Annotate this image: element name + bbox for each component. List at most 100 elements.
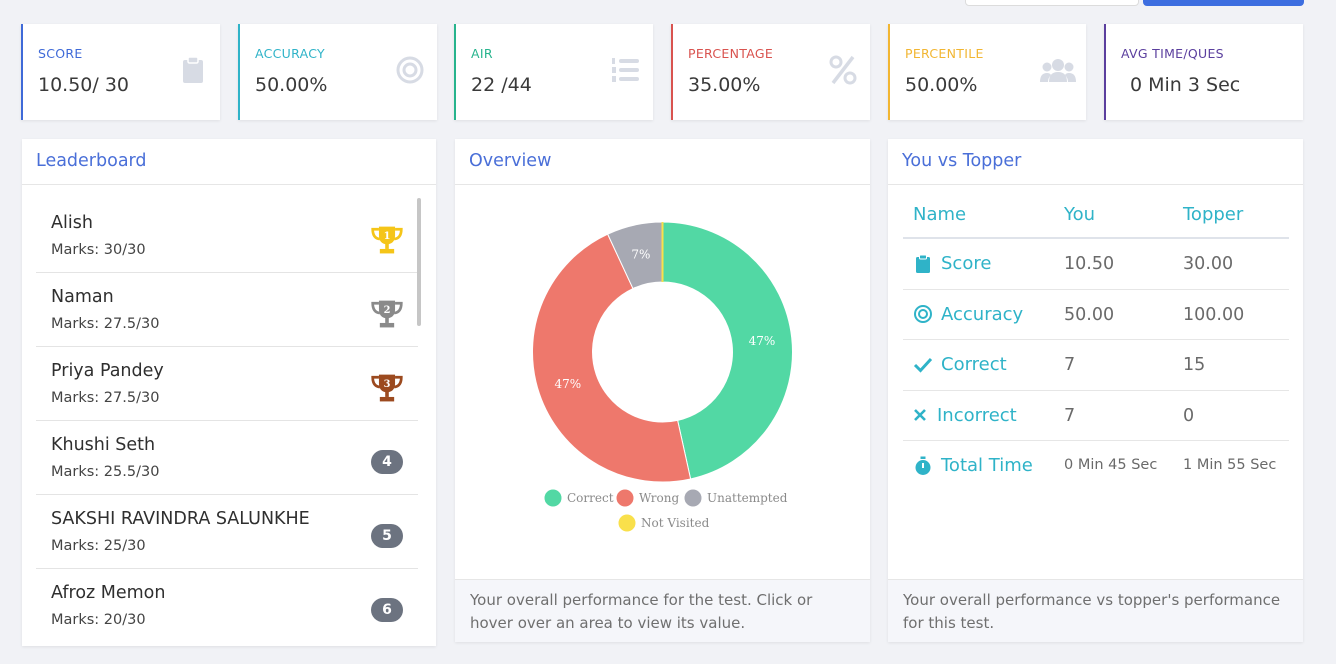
legend-label: Wrong: [639, 491, 679, 505]
row-you: 7: [1064, 355, 1076, 375]
ordered-list-icon: [611, 54, 641, 86]
list-item[interactable]: Naman Marks: 27.5/30 2: [36, 273, 418, 347]
scrollbar-thumb[interactable]: [417, 198, 421, 326]
player-marks: Marks: 30/30: [51, 242, 146, 258]
row-name: Correct: [913, 354, 1007, 375]
trophy-icon: 3: [370, 371, 404, 405]
row-topper: 1 Min 55 Sec: [1183, 457, 1277, 473]
card-title: Leaderboard: [22, 139, 436, 185]
list-item[interactable]: SAKSHI RAVINDRA SALUNKHE Marks: 25/30 5: [36, 495, 418, 569]
row-label: Score: [941, 253, 992, 274]
stat-accuracy: ACCURACY 50.00%: [238, 24, 437, 120]
legend-marker: [543, 488, 563, 508]
rank-number: 5: [371, 524, 403, 548]
header-topper: Topper: [1183, 204, 1244, 225]
player-name: Naman: [51, 287, 114, 307]
legend-label: Not Visited: [641, 516, 710, 530]
rank-badge: 6: [370, 593, 404, 627]
list-item[interactable]: Priya Pandey Marks: 27.5/30 3: [36, 347, 418, 421]
card-title: Overview: [455, 139, 870, 185]
stopwatch-icon: [913, 456, 933, 476]
slice-value-label: 47%: [749, 334, 776, 348]
stat-label: PERCENTILE: [905, 46, 984, 61]
legend-item-correct[interactable]: Correct: [543, 488, 614, 508]
donut-slice-correct[interactable]: [662, 221, 794, 480]
legend-item-not-visited[interactable]: Not Visited: [617, 513, 710, 533]
stat-label: ACCURACY: [255, 46, 325, 61]
stat-value: 0 Min 3 Sec: [1130, 74, 1241, 96]
slice-value-label: 47%: [554, 377, 581, 391]
player-name: Khushi Seth: [51, 435, 156, 455]
player-name: Afroz Memon: [51, 583, 166, 603]
leaderboard-list[interactable]: Alish Marks: 30/30 1 Naman Marks: 27.5/3…: [36, 199, 418, 644]
legend-marker: [615, 488, 635, 508]
cross-icon: [913, 405, 927, 425]
legend-marker: [617, 513, 637, 533]
stat-label: AVG TIME/QUES: [1121, 46, 1224, 61]
legend-label: Unattempted: [707, 491, 788, 505]
legend-item-unattempted[interactable]: Unattempted: [683, 488, 788, 508]
player-marks: Marks: 27.5/30: [51, 390, 160, 406]
list-item[interactable]: Alish Marks: 30/30 1: [36, 199, 418, 273]
player-name: SAKSHI RAVINDRA SALUNKHE: [51, 509, 310, 529]
table-row: Incorrect 7 0: [903, 391, 1289, 441]
rank-number: 1: [384, 231, 391, 242]
target-icon: [913, 304, 933, 324]
player-marks: Marks: 27.5/30: [51, 316, 160, 332]
top-primary-button[interactable]: [1143, 0, 1304, 6]
player-marks: Marks: 25/30: [51, 538, 146, 554]
stat-percentage: PERCENTAGE 35.00%: [671, 24, 870, 120]
player-name: Priya Pandey: [51, 361, 164, 381]
stat-value: 50.00%: [905, 74, 978, 96]
row-topper: 100.00: [1183, 304, 1245, 325]
slice-value-label: 7%: [631, 247, 650, 261]
row-label: Total Time: [941, 455, 1033, 476]
header-name: Name: [913, 204, 967, 225]
stat-score: SCORE 10.50/ 30: [21, 24, 220, 120]
row-you: 50.00: [1064, 304, 1115, 325]
row-you: 0 Min 45 Sec: [1064, 457, 1158, 473]
table-row: Total Time 0 Min 45 Sec 1 Min 55 Sec: [903, 441, 1289, 492]
row-topper: 30.00: [1183, 254, 1234, 274]
player-marks: Marks: 25.5/30: [51, 464, 160, 480]
leaderboard-card: Leaderboard Alish Marks: 30/30 1 Naman M…: [22, 139, 436, 646]
list-item[interactable]: Afroz Memon Marks: 20/30 6: [36, 569, 418, 643]
row-name: Total Time: [913, 455, 1033, 476]
legend-marker: [683, 488, 703, 508]
stat-value: 50.00%: [255, 74, 328, 96]
overview-donut-chart[interactable]: 47% 47% 7% Correct Wrong Unattempted Not Visit…: [455, 185, 870, 579]
check-icon: [913, 355, 933, 375]
list-item[interactable]: Khushi Seth Marks: 25.5/30 4: [36, 421, 418, 495]
you-vs-topper-card: You vs Topper Name You Topper Score 10.5…: [888, 139, 1303, 642]
row-name: Score: [913, 253, 991, 274]
rank-number: 3: [384, 379, 391, 390]
player-marks: Marks: 20/30: [51, 612, 146, 628]
clipboard-icon: [178, 54, 208, 86]
top-secondary-button[interactable]: [965, 0, 1139, 6]
card-footer: Your overall performance vs topper's per…: [888, 579, 1303, 642]
stat-value: 35.00%: [688, 74, 761, 96]
users-icon: [1040, 54, 1076, 86]
table-row: Accuracy 50.00 100.00: [903, 290, 1289, 340]
row-topper: 15: [1183, 355, 1206, 375]
overview-card: Overview 47% 47% 7% Correct Wrong Unattempted…: [455, 139, 870, 642]
row-topper: 0: [1183, 405, 1195, 426]
target-icon: [395, 54, 425, 86]
table-header: Name You Topper: [903, 195, 1289, 239]
row-name: Accuracy: [913, 304, 1023, 325]
legend-label: Correct: [567, 491, 614, 505]
rank-badge: 5: [370, 519, 404, 553]
table-row: Score 10.50 30.00: [903, 239, 1289, 290]
stat-value: 10.50/ 30: [38, 74, 130, 96]
stat-label: SCORE: [38, 46, 83, 61]
rank-number: 4: [371, 450, 403, 474]
row-label: Correct: [941, 354, 1007, 375]
row-label: Incorrect: [937, 404, 1017, 426]
rank-number: 2: [384, 305, 391, 316]
stat-percentile: PERCENTILE 50.00%: [888, 24, 1086, 120]
legend-item-wrong[interactable]: Wrong: [615, 488, 679, 508]
donut-slice-wrong[interactable]: [532, 233, 692, 483]
row-you: 7: [1064, 405, 1076, 426]
table-row: Correct 7 15: [903, 340, 1289, 391]
clipboard-icon: [913, 254, 933, 274]
